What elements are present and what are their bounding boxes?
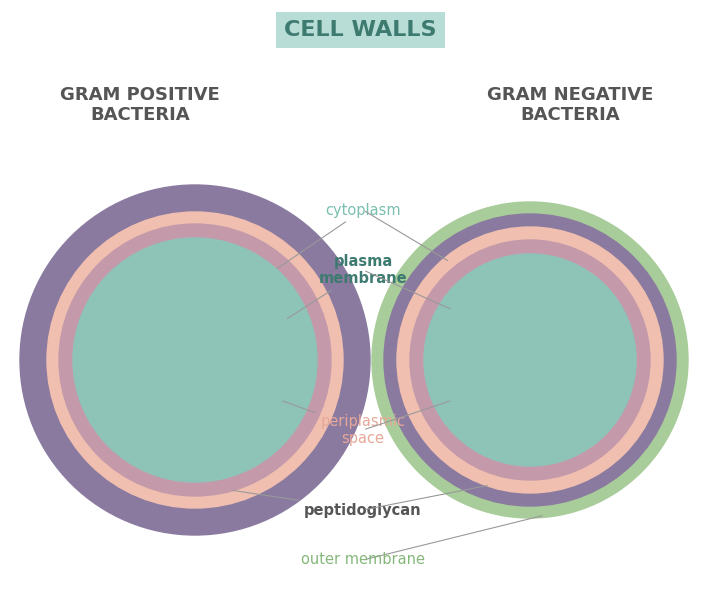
Text: periplasmic
space: periplasmic space [283,401,405,446]
Text: outer membrane: outer membrane [301,552,425,568]
Ellipse shape [73,238,317,482]
Ellipse shape [47,212,343,508]
Text: GRAM NEGATIVE
BACTERIA: GRAM NEGATIVE BACTERIA [487,85,653,124]
Text: plasma
membrane: plasma membrane [288,254,407,319]
Ellipse shape [384,214,676,506]
Ellipse shape [397,227,663,493]
Ellipse shape [59,224,331,496]
Text: GRAM POSITIVE
BACTERIA: GRAM POSITIVE BACTERIA [60,85,220,124]
Ellipse shape [20,185,370,535]
Text: cytoplasm: cytoplasm [278,202,401,268]
Ellipse shape [372,202,688,518]
Ellipse shape [424,254,636,466]
Text: peptidoglycan: peptidoglycan [233,490,422,517]
Ellipse shape [410,240,650,480]
Text: CELL WALLS: CELL WALLS [284,20,437,40]
